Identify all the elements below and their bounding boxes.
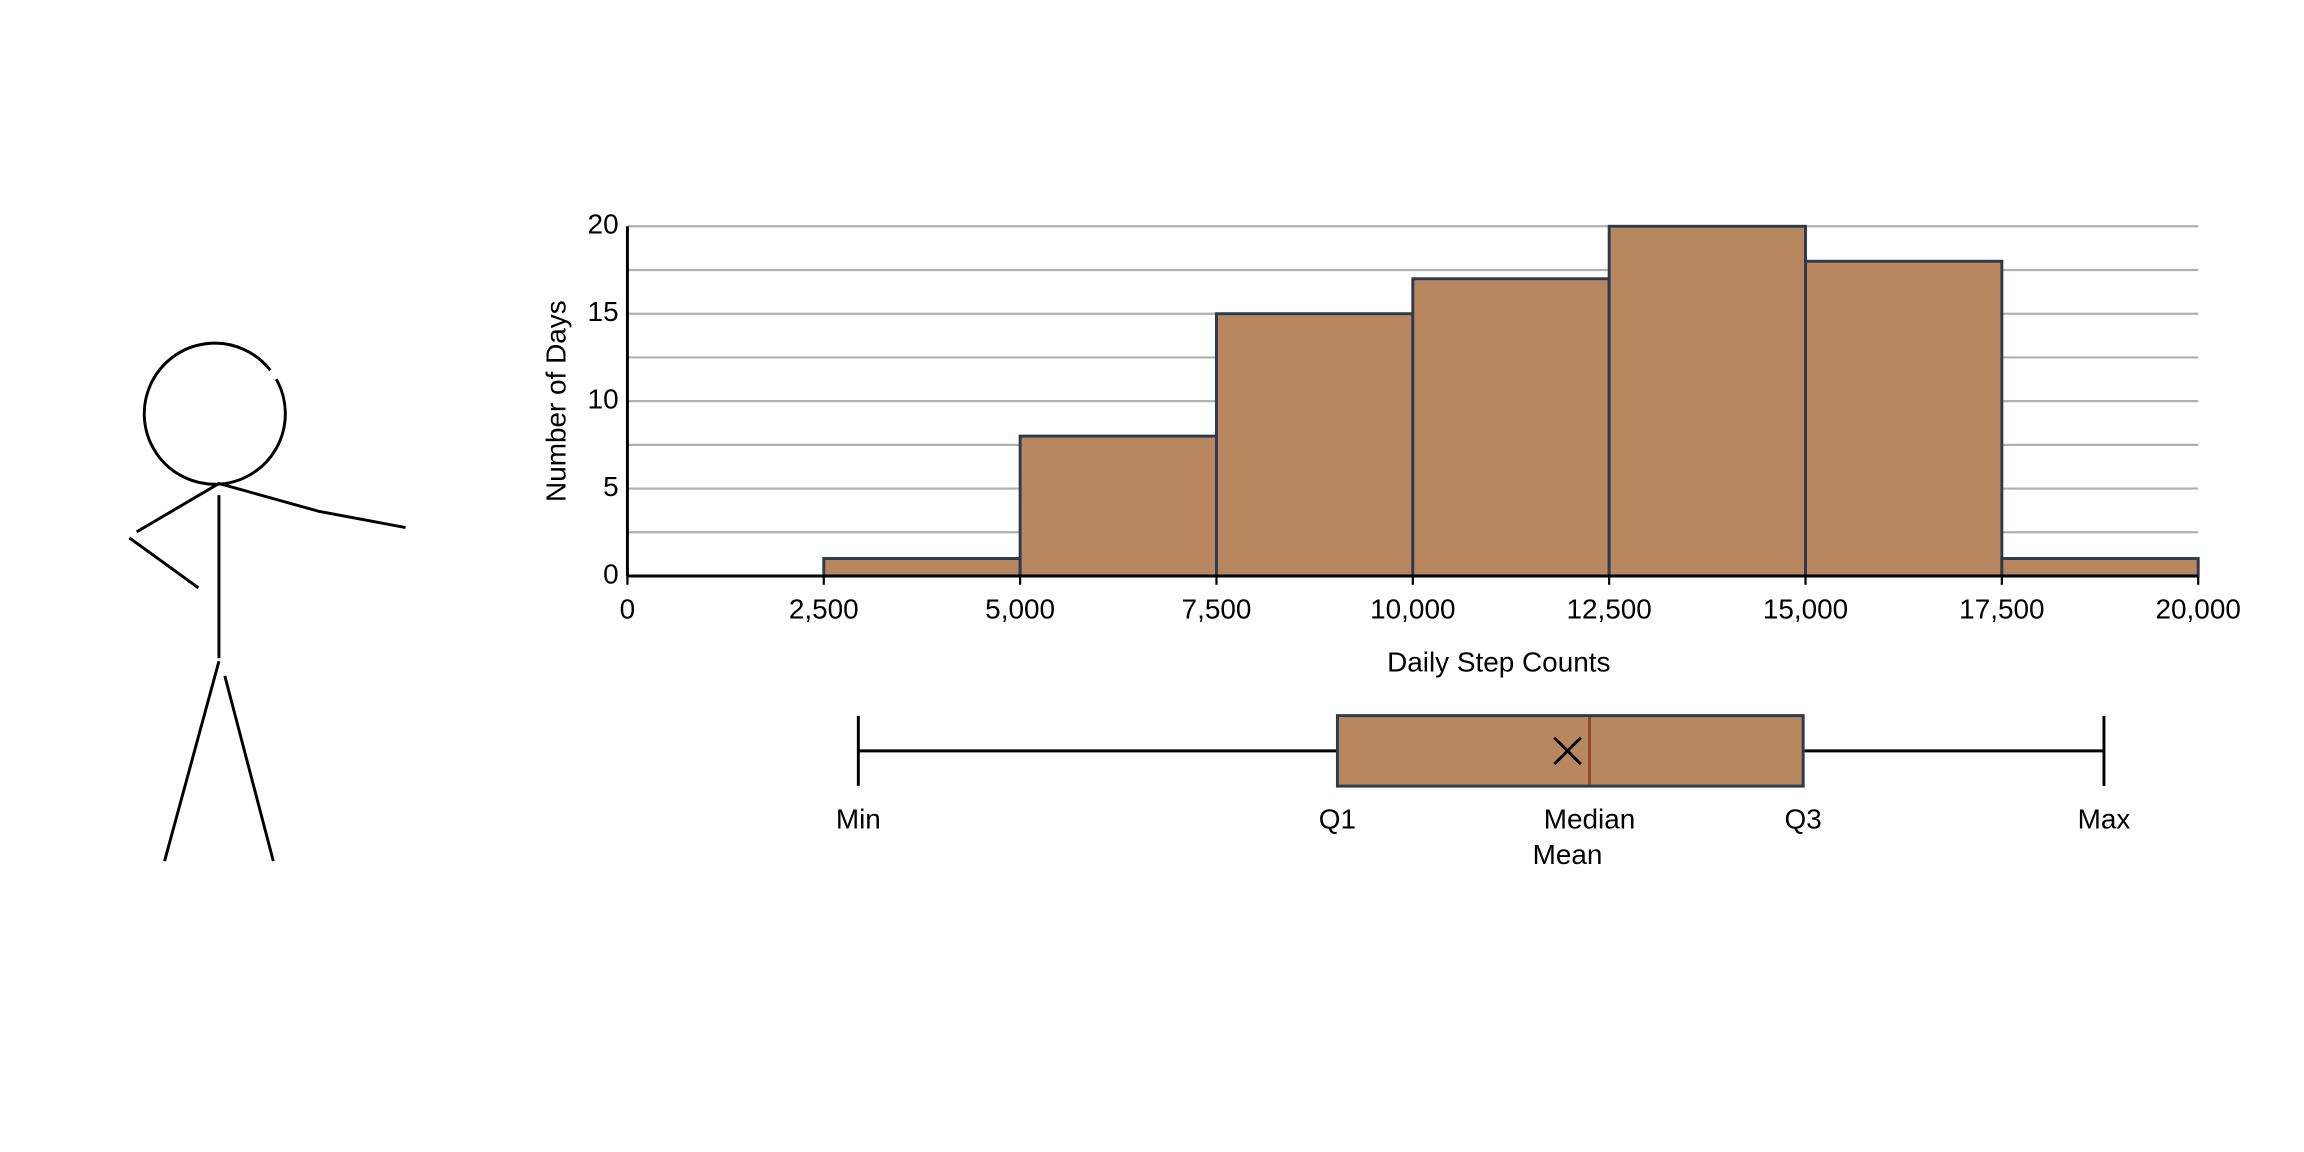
mean-marker (1553, 736, 1582, 766)
x-tick-label: 20,000 (2156, 594, 2241, 625)
box-stat-label: Q3 (1785, 804, 1822, 835)
x-tick-label: 10,000 (1370, 594, 1455, 625)
x-tick-label: 12,500 (1566, 594, 1651, 625)
y-tick-label: 15 (588, 296, 619, 327)
box-stat-label: Max (2078, 804, 2131, 835)
mean-label: Mean (1533, 839, 1603, 870)
y-tick-label: 10 (588, 384, 619, 415)
y-tick-label: 5 (603, 471, 619, 502)
x-tick-label: 2,500 (789, 594, 859, 625)
stick-figure (128, 341, 406, 862)
figure-leg (223, 675, 275, 862)
x-tick-label: 0 (620, 594, 636, 625)
box-stat-label: Median (1544, 804, 1636, 835)
histogram-bar (1607, 224, 1807, 578)
figure-arm (135, 481, 406, 534)
histogram-bar (1804, 259, 2004, 578)
y-tick-label: 0 (603, 558, 619, 589)
figure-head (142, 341, 287, 486)
y-axis-label: Number of Days (541, 300, 572, 502)
box (1335, 714, 1805, 788)
figure-leg (163, 660, 221, 862)
histogram-bar (1215, 312, 1415, 578)
histogram-bar (822, 557, 1022, 578)
x-tick-label: 7,500 (1182, 594, 1252, 625)
x-tick-label: 15,000 (1763, 594, 1848, 625)
y-tick-label: 20 (588, 209, 619, 240)
box-stat-label: Q1 (1319, 804, 1356, 835)
box-stat-label: Min (836, 804, 881, 835)
x-tick-label: 17,500 (1959, 594, 2044, 625)
histogram-bar (1018, 434, 1218, 578)
histogram-bar (2000, 557, 2200, 578)
histogram-bar (1411, 277, 1611, 578)
x-tick-label: 5,000 (985, 594, 1055, 625)
figure-arm (128, 536, 200, 589)
x-axis-label: Daily Step Counts (1387, 647, 1610, 678)
